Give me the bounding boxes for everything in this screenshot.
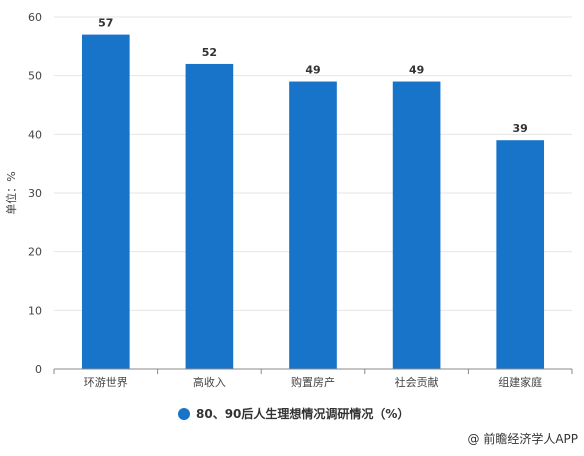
bar-value-label: 49 <box>409 64 424 77</box>
bar-value-labels: 57 52 49 49 39 <box>98 17 528 136</box>
bars <box>81 34 545 370</box>
bar[interactable] <box>496 140 545 369</box>
bar[interactable] <box>81 34 130 369</box>
x-tick-label: 社会贡献 <box>395 375 439 389</box>
legend-label: 80、90后人生理想情况调研情况（%） <box>196 406 409 421</box>
bar-value-label: 57 <box>98 17 113 30</box>
x-tick-label: 购置房产 <box>291 375 335 389</box>
x-tick-label: 高收入 <box>193 375 226 389</box>
bar[interactable] <box>392 81 441 370</box>
y-tick-label: 30 <box>28 187 42 200</box>
x-tick-label: 环游世界 <box>84 376 128 389</box>
y-tick-label: 20 <box>28 246 42 259</box>
y-tick-label: 10 <box>28 304 42 317</box>
bar[interactable] <box>289 81 337 370</box>
y-axis-title: 单位：% <box>4 171 18 214</box>
bar-value-label: 49 <box>305 64 320 77</box>
legend-marker <box>178 408 190 420</box>
source-credit: @ 前瞻经济学人APP <box>468 431 579 446</box>
y-tick-label: 0 <box>35 363 42 376</box>
y-tick-label: 50 <box>28 70 42 83</box>
bar-value-label: 52 <box>202 46 217 59</box>
y-tick-label: 40 <box>28 128 42 141</box>
y-axis-ticks: 0 10 20 30 40 50 60 <box>28 11 42 376</box>
legend[interactable]: 80、90后人生理想情况调研情况（%） <box>178 406 409 421</box>
y-tick-label: 60 <box>28 11 42 24</box>
x-tick-label: 组建家庭 <box>498 375 542 389</box>
x-axis-ticks: 环游世界 高收入 购置房产 社会贡献 组建家庭 <box>53 369 573 389</box>
bar[interactable] <box>185 63 234 369</box>
bar-value-label: 39 <box>513 122 528 135</box>
